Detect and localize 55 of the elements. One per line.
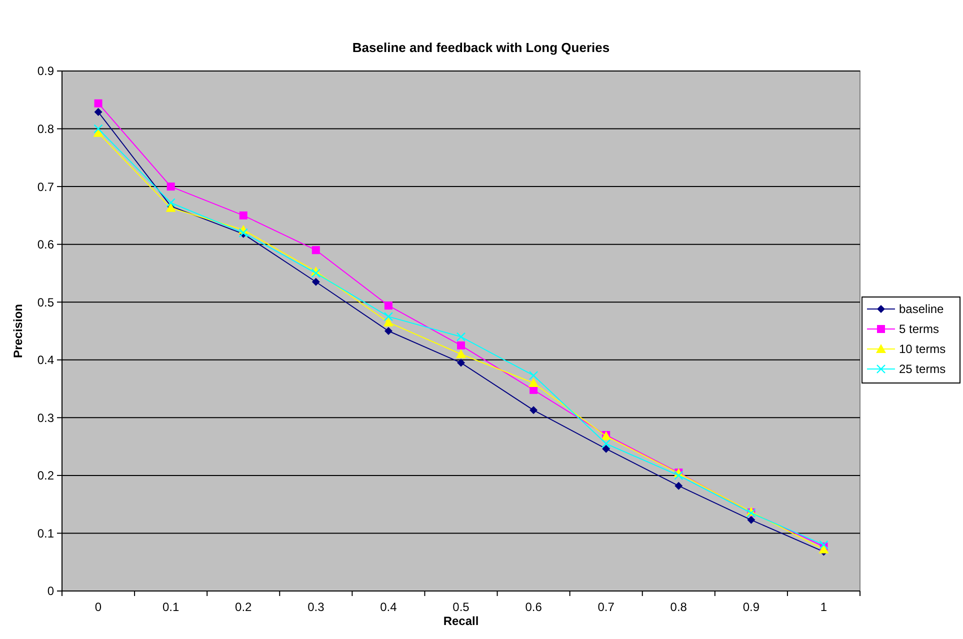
point (384, 302, 392, 310)
y-tick-label: 0.1 (37, 526, 54, 540)
x-tick-label: 0 (94, 600, 102, 614)
point (601, 439, 611, 448)
y-tick-label: 0.4 (37, 353, 54, 368)
x-tick-label: 0.9 (742, 600, 760, 614)
y-tick-label: 0.2 (37, 468, 54, 483)
x-tick-label: 0.7 (598, 600, 615, 614)
point (239, 211, 248, 220)
point (384, 312, 394, 322)
point (166, 198, 176, 208)
point (530, 406, 538, 414)
y-tick-label: 0.3 (37, 410, 54, 425)
y-tick-label: 0.9 (37, 64, 54, 78)
x-tick-label: 0.1 (162, 600, 180, 614)
y-tick-label: 0.7 (37, 180, 54, 194)
point (311, 268, 321, 278)
point (94, 108, 102, 116)
point (166, 182, 175, 191)
x-tick-label: 0.8 (670, 600, 688, 614)
x-tick-label: 0.6 (525, 600, 542, 614)
point (457, 358, 465, 367)
legend-label: 25 terms (899, 362, 946, 376)
point (528, 378, 539, 387)
point (312, 246, 320, 254)
point (674, 482, 683, 490)
legend-label: 10 terms (899, 342, 946, 356)
point (94, 99, 102, 108)
y-tick-label: 0 (47, 584, 54, 598)
legend-label: baseline (899, 302, 944, 316)
y-tick-label: 0.6 (37, 238, 54, 252)
point (819, 540, 828, 550)
x-tick-label: 0.5 (452, 600, 470, 614)
y-tick-label: 0.8 (37, 122, 54, 136)
x-tick-label: 0.4 (380, 600, 398, 614)
point (456, 332, 466, 342)
legend-label: 5 terms (899, 322, 940, 336)
point (747, 516, 756, 524)
point (674, 470, 684, 480)
point (312, 278, 320, 286)
point (456, 349, 466, 358)
chart-title: Baseline and feedback with Long Queries (352, 40, 610, 55)
point (457, 341, 465, 350)
point (383, 317, 394, 326)
point (602, 444, 610, 453)
x-tick-label: 1 (820, 600, 828, 614)
point (384, 327, 392, 335)
x-axis-title: Recall (443, 614, 479, 628)
point (818, 544, 829, 554)
point (528, 370, 538, 380)
point (94, 124, 103, 134)
y-axis-title: Precision (11, 304, 25, 358)
y-tick-label: 0.5 (37, 295, 54, 310)
x-tick-label: 0.3 (308, 600, 325, 614)
x-tick-label: 0.2 (235, 600, 252, 614)
